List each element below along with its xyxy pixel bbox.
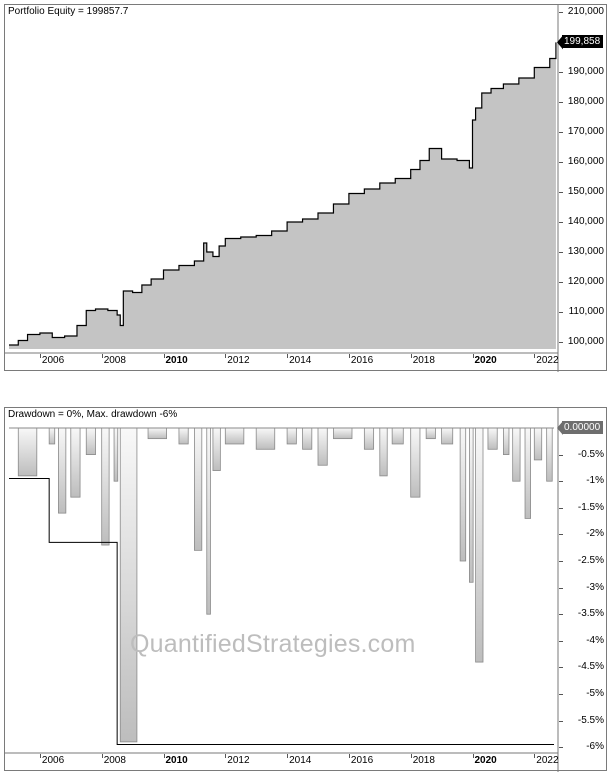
y-tick-label: 160,000: [567, 156, 604, 167]
y-tick-label: -2%: [586, 528, 604, 540]
watermark: QuantifiedStrategies.com: [130, 630, 416, 658]
x-tick-label-2014: 2014: [289, 755, 312, 766]
y-tick-label: 150,000: [567, 186, 604, 197]
y-tick-label: -5%: [586, 688, 604, 699]
y-tick: [559, 192, 563, 193]
x-tick-label-2006: 2006: [41, 355, 65, 366]
y-tick: [559, 747, 563, 749]
y-tick-label: 140,000: [567, 216, 604, 227]
x-tick: [287, 754, 289, 758]
x-tick-label-2008: 2008: [103, 355, 126, 366]
x-tick-label-2022: 2022: [536, 755, 559, 766]
y-tick: [559, 72, 563, 73]
y-tick-label: 110,000: [568, 306, 604, 317]
x-tick: [101, 754, 103, 758]
x-tick-label-2016: 2016: [350, 755, 374, 766]
x-tick: [287, 354, 289, 358]
x-tick-label-2008: 2008: [103, 755, 126, 766]
x-tick-label-2006: 2006: [41, 755, 65, 766]
y-tick-label: 120,000: [567, 276, 604, 287]
y-tick: [559, 587, 563, 589]
y-tick: [559, 720, 563, 722]
x-tick-label-2012: 2012: [227, 755, 250, 766]
y-tick: [559, 222, 563, 223]
y-tick-label: 100,000: [567, 336, 604, 347]
y-tick-label: -0.5%: [577, 448, 604, 460]
y-tick-label: 180,000: [567, 96, 604, 107]
y-tick: [559, 132, 563, 133]
x-tick-label-2014: 2014: [289, 355, 312, 366]
y-tick: [559, 534, 563, 536]
y-tick-label: -5.5%: [577, 714, 604, 726]
x-tick-label-2010: 2010: [165, 355, 188, 366]
x-tick: [225, 754, 227, 758]
y-tick-label: -4%: [586, 634, 604, 646]
x-tick: [348, 354, 350, 358]
y-tick-label: -3%: [586, 581, 604, 593]
x-tick: [348, 754, 350, 758]
y-tick: [559, 252, 563, 253]
x-tick-label-2020: 2020: [474, 755, 497, 766]
y-tick: [559, 282, 563, 283]
x-tick: [101, 354, 103, 358]
x-tick-label-2018: 2018: [412, 755, 435, 766]
y-tick: [559, 694, 563, 695]
equity-title: Portfolio Equity = 199857.7: [8, 6, 129, 17]
y-tick-label: -3.5%: [577, 608, 604, 620]
x-tick: [225, 354, 227, 358]
x-tick: [163, 354, 165, 358]
x-tick: [534, 754, 536, 758]
x-tick-label-2016: 2016: [350, 355, 374, 366]
x-tick: [39, 354, 41, 358]
y-tick-label: 130,000: [567, 246, 604, 257]
x-tick: [472, 754, 474, 758]
x-tick-label-2018: 2018: [412, 355, 435, 366]
x-tick: [534, 354, 536, 358]
x-tick: [410, 754, 412, 758]
y-tick: [559, 454, 563, 456]
x-tick-label-2022: 2022: [536, 355, 559, 366]
y-tick-label: 170,000: [567, 126, 604, 137]
drawdown-last-value-tag: 0.00000: [562, 421, 604, 434]
y-tick-label: -1%: [586, 475, 604, 487]
drawdown-title: Drawdown = 0%, Max. drawdown -6%: [8, 409, 178, 420]
equity-panel: Portfolio Equity = 199857.7 210,000 190,0…: [4, 4, 607, 372]
y-tick: [559, 102, 563, 103]
y-tick: [559, 342, 563, 343]
y-tick: [559, 312, 563, 313]
y-tick-label: -6%: [586, 741, 604, 753]
y-tick: [559, 614, 563, 616]
y-tick-label: -2.5%: [577, 555, 604, 566]
y-tick-label: -4.5%: [577, 661, 604, 673]
y-tick: [559, 481, 563, 483]
x-tick-label-2020: 2020: [474, 355, 497, 366]
equity-last-value-tag: 199,858: [562, 35, 604, 49]
drawdown-chart-plot: [5, 408, 563, 772]
y-tick-label: 190,000: [567, 66, 604, 77]
drawdown-panel: Drawdown = 0%, Max. drawdown -6% -0.5% -1…: [4, 407, 607, 772]
equity-chart-plot: [5, 5, 563, 372]
y-tick: [559, 507, 563, 509]
y-tick-label: 210,000: [567, 6, 604, 17]
x-tick-label-2012: 2012: [227, 355, 250, 366]
x-tick: [163, 754, 165, 758]
y-tick: [559, 640, 563, 642]
x-tick-label-2010: 2010: [165, 755, 188, 766]
x-tick: [410, 354, 412, 358]
y-tick: [559, 12, 563, 13]
y-tick: [559, 561, 563, 562]
y-tick-label: -1.5%: [577, 501, 604, 513]
y-tick: [559, 667, 563, 669]
x-tick: [39, 754, 41, 758]
y-tick: [559, 162, 563, 163]
x-tick: [472, 354, 474, 358]
